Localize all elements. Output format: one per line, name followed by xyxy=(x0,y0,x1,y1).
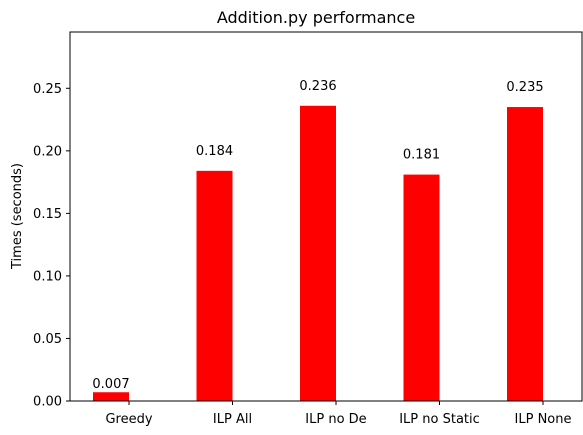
y-axis-ticks: 0.00 0.05 0.10 0.15 0.20 0.25 xyxy=(33,82,70,410)
data-label-0: 0.007 xyxy=(92,377,129,392)
data-label-1: 0.184 xyxy=(196,144,233,159)
y-tick-label-2: 0.10 xyxy=(33,269,62,284)
chart-title: Addition.py performance xyxy=(217,8,415,27)
bar-4 xyxy=(507,107,543,401)
y-tick-label-3: 0.15 xyxy=(33,207,62,222)
y-tick-label-4: 0.20 xyxy=(33,144,62,159)
y-tick-label-1: 0.05 xyxy=(33,332,62,347)
x-tick-label-3: ILP no Static xyxy=(399,412,480,427)
x-tick-label-4: ILP None xyxy=(515,412,572,427)
data-label-3: 0.181 xyxy=(403,148,440,163)
y-axis-label: Times (seconds) xyxy=(10,163,25,270)
x-tick-label-1: ILP All xyxy=(213,412,252,427)
data-label-2: 0.236 xyxy=(299,79,336,94)
bar-2 xyxy=(300,106,336,401)
bar-1 xyxy=(197,171,233,401)
x-axis-ticks: Greedy ILP All ILP no De ILP no Static ILP N… xyxy=(105,401,571,427)
y-tick-label-5: 0.25 xyxy=(33,82,62,97)
bars-group xyxy=(93,106,543,401)
x-tick-label-0: Greedy xyxy=(105,412,152,427)
x-tick-label-2: ILP no De xyxy=(305,412,366,427)
data-label-4: 0.235 xyxy=(506,80,543,95)
bar-0 xyxy=(93,392,129,401)
y-tick-label-0: 0.00 xyxy=(33,395,62,410)
bar-3 xyxy=(404,175,440,401)
